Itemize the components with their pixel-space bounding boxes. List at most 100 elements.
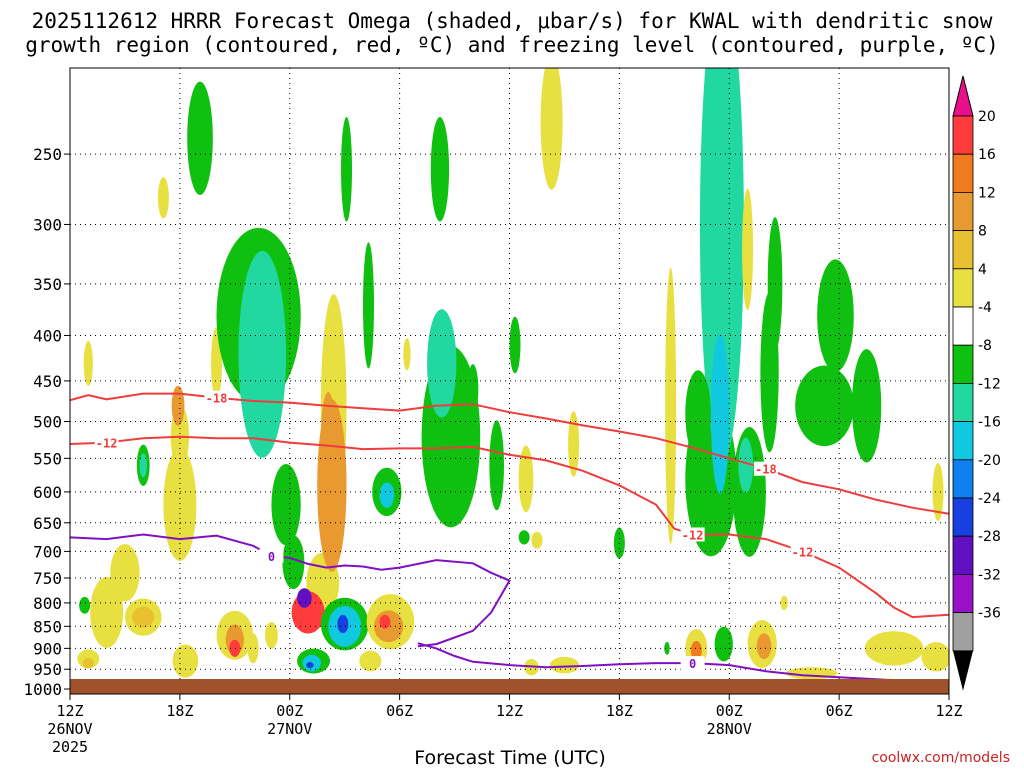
colorbar-label-16: 16 [978,147,996,163]
freezing-level-lower-line [417,642,949,685]
x-tick-label-42: 06Z [826,702,853,720]
omega-region-72 [851,349,882,463]
isotherm-minus18-label-0: -18 [206,392,228,406]
omega-region-51 [489,420,505,511]
colorbar-swatch--8 [952,344,974,384]
x-tick-year-0: 2025 [52,738,88,756]
omega-region-43 [359,650,382,672]
ground-terrain [70,679,949,694]
isotherm-minus12-label-2: -12 [682,528,704,542]
omega-region-48 [427,309,457,418]
omega-region-74 [690,640,702,661]
omega-region-28 [320,391,336,482]
y-tick-label-900: 900 [33,639,62,658]
colorbar-swatch--12 [952,382,974,422]
x-tick-label-12: 00Z [276,702,303,720]
isotherm-minus12-label-bg-2 [680,527,705,542]
isotherm-minus18-line [70,392,949,515]
isotherm-minus12-label-0: -12 [96,437,118,451]
omega-region-8 [90,577,124,648]
isotherm-minus12-line [70,435,949,619]
y-tick-label-550: 550 [33,449,62,468]
colorbar-swatch--4 [952,306,974,346]
omega-region-18 [247,633,259,664]
omega-region-65 [685,370,711,458]
omega-region-76 [756,633,772,660]
y-tick-label-1000: 1000 [23,680,62,699]
isotherm-minus18-label-bg-0 [204,390,229,405]
colorbar-swatch--28 [952,535,974,575]
x-axis-label: Forecast Time (UTC) [414,747,605,768]
omega-region-34 [337,614,349,634]
colorbar-swatch--20 [952,459,974,499]
y-tick-label-500: 500 [33,413,62,432]
omega-region-70 [795,365,854,447]
y-tick-label-650: 650 [33,514,62,533]
omega-region-6 [83,340,93,386]
colorbar-swatch--32 [952,574,974,614]
colorbar-swatch-8 [952,230,974,270]
freezing-level-upper-line [70,533,511,648]
omega-region-46 [403,338,411,371]
isotherm-minus18-label-bg-1 [753,461,778,476]
omega-region-3 [157,177,169,219]
omega-region-77 [714,626,733,662]
colorbar-label--8: -8 [978,338,992,354]
y-tick-label-400: 400 [33,326,62,345]
colorbar-label--24: -24 [978,491,1001,507]
x-tick-date-36: 28NOV [707,720,752,738]
omega-region-84 [742,188,754,311]
omega-region-67 [738,437,754,493]
omega-region-78 [780,595,788,611]
y-tick-label-250: 250 [33,145,62,164]
omega-region-17 [229,639,241,657]
omega-region-63 [699,68,744,463]
x-tick-label-36: 00Z [716,702,743,720]
omega-region-54 [531,531,543,549]
omega-region-21 [187,81,213,196]
omega-region-61 [665,267,677,545]
isotherm-minus12-label-bg-0 [94,435,119,450]
omega-region-45 [379,482,395,508]
omega-region-58 [509,316,521,374]
omega-region-5 [139,453,147,478]
colorbar-label--16: -16 [978,415,1001,431]
omega-region-50 [467,364,479,415]
isotherm-minus12-label-bg-1 [790,544,815,559]
y-tick-label-300: 300 [33,215,62,234]
x-tick-date-0: 26NOV [47,720,92,738]
omega-shading-layer [77,68,949,680]
colorbar-label--20: -20 [978,453,1001,469]
y-tick-label-950: 950 [33,660,62,679]
omega-region-37 [306,662,314,669]
colorbar-swatch-16 [952,153,974,193]
isotherm-minus12-label-1: -12 [792,545,814,559]
omega-region-49 [430,116,450,222]
omega-region-39 [363,242,374,369]
x-tick-label-24: 12Z [496,702,523,720]
colorbar-label--32: -32 [978,567,1001,583]
freezing-level-upper-label-0: 0 [268,550,275,564]
colorbar-label--4: -4 [978,300,992,316]
colorbar-label-8: 8 [978,224,987,240]
omega-region-64 [710,333,730,494]
y-tick-label-850: 850 [33,617,62,636]
isotherm-layer: -18 -18 -12 -12 -12 0 0 [70,390,949,685]
y-tick-label-600: 600 [33,483,62,502]
chart-title-line1: 2025112612 HRRR Forecast Omega (shaded, … [32,9,993,33]
colorbar-swatch-12 [952,191,974,231]
omega-region-19 [265,621,278,649]
y-tick-label-700: 700 [33,542,62,561]
omega-region-42 [379,614,391,629]
y-tick-label-800: 800 [33,594,62,613]
freezing-level-lower-label-0: 0 [689,657,696,671]
omega-region-57 [549,656,580,674]
colorbar-label-20: 20 [978,109,996,125]
omega-region-23 [238,250,287,458]
x-tick-date-12: 27NOV [267,720,312,738]
y-tick-label-350: 350 [33,275,62,294]
colorbar-swatch--36 [952,612,974,652]
omega-region-53 [540,68,563,190]
